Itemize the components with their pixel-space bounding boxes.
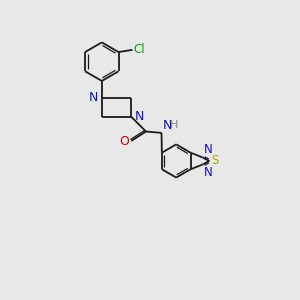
Text: S: S [212, 154, 219, 167]
Text: N: N [89, 91, 99, 104]
Text: N: N [134, 110, 144, 123]
Text: N: N [204, 166, 213, 179]
Text: N: N [163, 119, 172, 132]
Text: Cl: Cl [134, 43, 145, 56]
Text: H: H [170, 120, 178, 130]
Text: N: N [204, 142, 213, 156]
Text: O: O [119, 136, 129, 148]
